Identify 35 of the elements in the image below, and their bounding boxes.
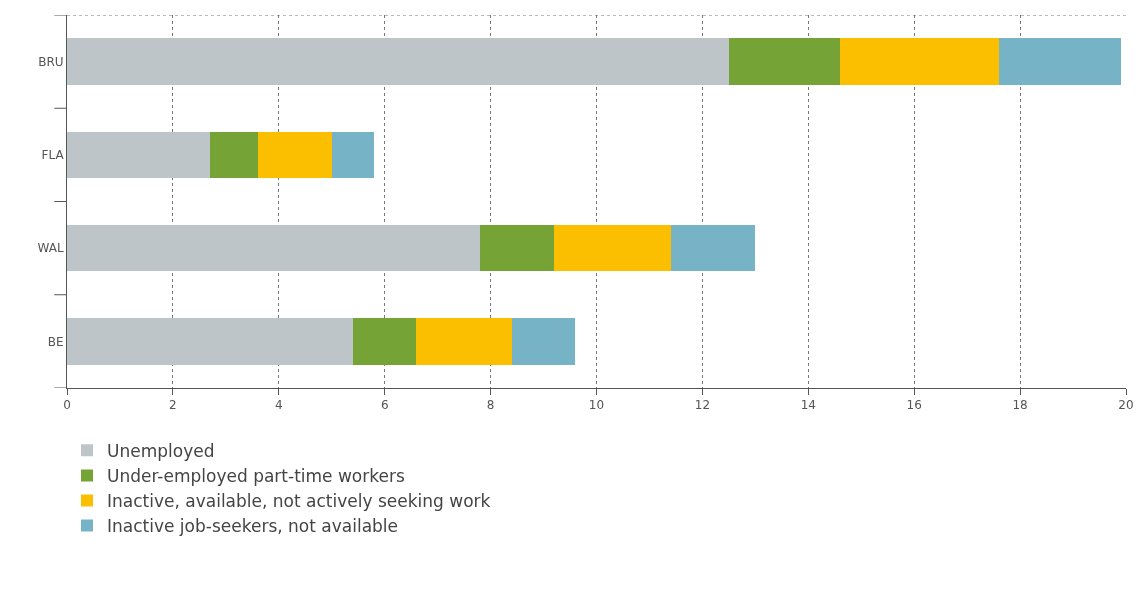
bar — [416, 318, 512, 365]
bar — [840, 38, 999, 85]
bar — [257, 131, 332, 179]
x-tick-label: 14 — [800, 398, 816, 413]
x-tick-label: 18 — [1012, 398, 1028, 413]
x-tick-label: 6 — [380, 398, 389, 413]
x-tick-label: 2 — [169, 398, 177, 413]
legend-label: Inactive, available, not actively seeking work — [107, 491, 491, 512]
bar — [511, 318, 576, 365]
legend-label: Unemployed — [107, 440, 215, 461]
x-tick-label: 12 — [694, 398, 711, 413]
y-tick-label: BRU — [38, 54, 64, 69]
x-tick-label: 8 — [486, 398, 495, 413]
bar — [67, 131, 210, 179]
x-tick-label: 16 — [906, 398, 922, 413]
y-tick-label: BE — [47, 334, 64, 349]
x-tick-label: 0 — [63, 398, 71, 413]
bar — [352, 318, 417, 365]
bar — [480, 224, 555, 272]
bar — [67, 318, 353, 365]
x-tick-label: 20 — [1118, 398, 1134, 413]
bar — [67, 38, 729, 85]
x-tick-label: 4 — [274, 398, 283, 413]
bar — [728, 38, 841, 85]
bar — [670, 224, 756, 272]
bar — [998, 38, 1121, 85]
x-tick-label: 10 — [588, 398, 605, 413]
bar — [554, 224, 671, 272]
y-tick-label: FLA — [41, 148, 65, 163]
y-tick-label: WAL — [37, 241, 64, 256]
bar — [331, 131, 375, 179]
bar — [209, 131, 258, 179]
legend-label: Under-employed part-time workers — [107, 466, 405, 487]
bar — [67, 224, 481, 272]
legend-label: Inactive job-seekers, not available — [107, 516, 399, 537]
